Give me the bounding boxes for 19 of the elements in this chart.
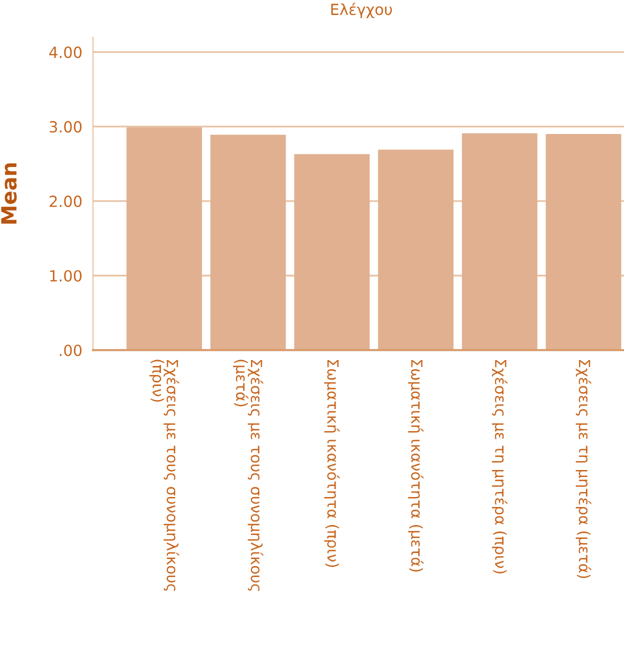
chart-title: Ελέγχου: [331, 2, 392, 18]
x-tick-label: Σχέσεις με τη μητέρα (μετά): [576, 360, 592, 578]
y-tick-label: .00: [60, 344, 82, 356]
bar: [126, 127, 202, 350]
bar: [546, 134, 622, 350]
x-tick-label: Σχέσεις με τους συνομηλίκους (πριν): [149, 360, 180, 591]
y-tick-label: 3.00: [50, 121, 82, 133]
bar: [378, 150, 454, 350]
y-tick-label: 2.00: [50, 196, 82, 208]
x-tick-label: Σωματική ικανότητα (πριν): [324, 360, 340, 567]
bar: [294, 154, 370, 350]
bar: [462, 133, 538, 350]
x-tick-label: Σχέσεις με τη μητέρα (πριν): [492, 360, 508, 574]
y-tick-label: 4.00: [49, 46, 82, 58]
y-tick-label: 1.00: [50, 270, 82, 282]
x-tick-label: Σχέσεις με τους συνομηλίκους (μετά): [232, 360, 264, 591]
y-axis-title: Mean: [1, 163, 17, 224]
x-tick-label: Σωματική ικανότητα (μετά): [408, 360, 424, 572]
bar: [210, 134, 286, 350]
